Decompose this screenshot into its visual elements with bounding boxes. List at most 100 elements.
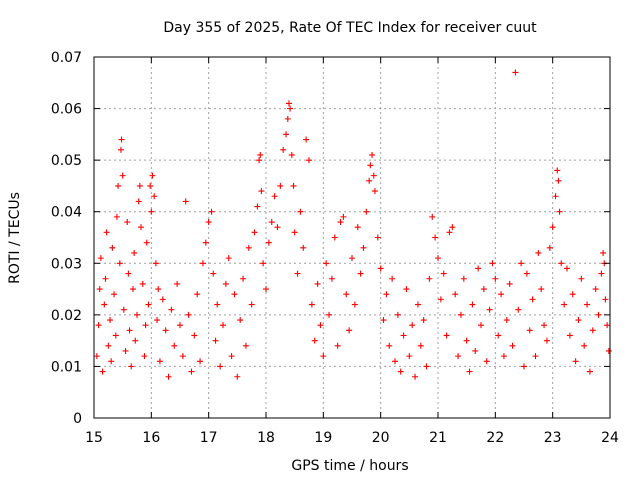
data-point [369, 151, 376, 158]
data-point [538, 286, 545, 293]
data-point [457, 311, 464, 318]
data-point [294, 270, 301, 277]
data-point [500, 353, 507, 360]
data-point [320, 353, 327, 360]
data-point [217, 363, 224, 370]
data-point [469, 301, 476, 308]
data-point [220, 322, 226, 329]
data-point [443, 332, 450, 339]
data-point [370, 172, 377, 179]
data-point [543, 337, 550, 344]
y-tick-label: 0.03 [51, 256, 82, 272]
data-point [148, 208, 155, 215]
data-point [199, 260, 206, 267]
data-point [147, 182, 154, 189]
y-tick-labels: 0 0.01 0.02 0.03 0.04 0.05 0.06 0.07 [51, 50, 82, 427]
data-point [460, 275, 467, 282]
data-point [495, 332, 502, 339]
y-tick-label: 0.02 [51, 308, 82, 324]
data-point [120, 306, 127, 313]
x-tick-label: 19 [314, 430, 332, 446]
data-point [109, 244, 116, 251]
data-point [371, 188, 378, 195]
x-tick-labels: 15 16 17 18 19 20 21 22 23 24 [85, 430, 619, 446]
data-point [165, 373, 172, 380]
data-point [290, 182, 297, 189]
data-point [132, 337, 139, 344]
data-point [552, 193, 559, 200]
data-point [122, 347, 129, 354]
data-point [483, 358, 490, 365]
data-point [437, 296, 444, 303]
y-tick-label: 0.04 [51, 205, 82, 221]
data-point [403, 286, 410, 293]
data-point [605, 347, 612, 354]
data-point [478, 322, 484, 329]
data-point [117, 146, 124, 153]
data-point [212, 337, 219, 344]
data-point [406, 353, 413, 360]
data-point [141, 353, 148, 360]
data-point [340, 213, 347, 220]
data-point [331, 234, 338, 241]
data-point [489, 260, 496, 267]
data-point [283, 131, 290, 138]
x-tick-label: 16 [142, 430, 160, 446]
data-point [400, 332, 407, 339]
data-point [357, 270, 364, 277]
data-point [277, 182, 284, 189]
data-point [354, 224, 361, 231]
data-point [535, 249, 542, 256]
data-point [472, 347, 479, 354]
y-tick-label: 0.07 [51, 50, 82, 66]
data-point [303, 136, 310, 143]
data-point [257, 151, 264, 158]
data-point [349, 255, 355, 262]
data-point [134, 311, 140, 318]
data-point [271, 193, 278, 200]
data-point [429, 213, 436, 220]
data-point [566, 332, 573, 339]
data-point [108, 358, 115, 365]
data-point [154, 317, 161, 324]
data-point [446, 229, 453, 236]
data-point [475, 265, 482, 272]
data-point [149, 172, 156, 179]
data-point [126, 327, 133, 334]
data-point [248, 301, 255, 308]
data-point [589, 327, 596, 334]
data-point [575, 317, 582, 324]
data-point [518, 260, 525, 267]
data-point [480, 286, 487, 293]
data-point [386, 342, 393, 349]
data-point [423, 363, 430, 370]
data-point [435, 255, 441, 262]
data-point [131, 249, 138, 256]
data-point [240, 275, 247, 282]
data-point [512, 69, 519, 76]
data-point [337, 219, 344, 226]
y-tick-label: 0.06 [51, 102, 82, 118]
data-point [409, 322, 416, 329]
x-tick-label: 15 [85, 430, 103, 446]
x-tick-label: 21 [429, 430, 447, 446]
data-point [162, 327, 169, 334]
data-point [397, 368, 404, 375]
data-point [363, 208, 370, 215]
data-point [420, 317, 427, 324]
data-point [432, 234, 439, 241]
data-point [412, 373, 419, 380]
data-point [503, 317, 510, 324]
data-point [254, 203, 261, 210]
data-point [311, 337, 318, 344]
y-tick-label: 0 [73, 411, 82, 427]
data-point [351, 301, 358, 308]
plot-frame [93, 56, 611, 419]
data-point [118, 136, 125, 143]
data-point [177, 322, 183, 329]
x-tick-label: 17 [200, 430, 218, 446]
data-point [143, 239, 150, 246]
data-point [515, 306, 522, 313]
data-point [182, 198, 189, 205]
data-point [263, 286, 269, 293]
